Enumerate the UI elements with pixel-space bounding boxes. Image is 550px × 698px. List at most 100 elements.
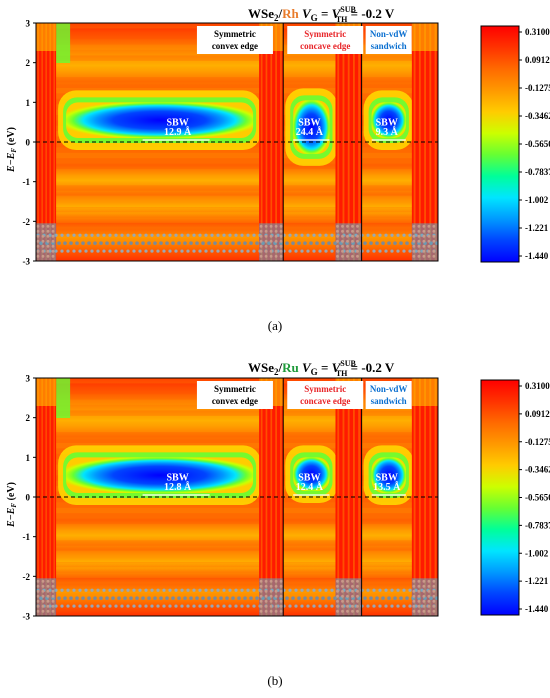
lattice-atom: [324, 588, 328, 592]
lattice-atom: [201, 596, 205, 600]
metal-atom: [279, 594, 283, 598]
metal-atom: [417, 589, 421, 593]
electrode-stripe: [41, 378, 43, 616]
heatmap-stripe: [36, 432, 438, 438]
metal-atom: [36, 239, 40, 243]
sbw-width-value: 12.4 Å: [296, 481, 324, 493]
lattice-atom: [237, 596, 241, 600]
lattice-atom: [366, 604, 370, 608]
metal-atom: [336, 594, 339, 598]
metal-atom: [46, 609, 50, 613]
heatmap-stripe: [36, 551, 438, 557]
metal-atom: [341, 239, 344, 243]
metal-atom: [422, 234, 426, 238]
metal-atom: [269, 254, 273, 258]
lattice-atom: [300, 233, 304, 237]
metal-atom: [279, 234, 283, 238]
metal-atom: [41, 609, 45, 613]
metal-atom: [422, 239, 426, 243]
metal-atom: [341, 589, 344, 593]
lattice-atom: [177, 241, 181, 245]
lattice-atom: [396, 604, 400, 608]
metal-atom: [279, 579, 283, 583]
metal-atom: [274, 254, 278, 258]
lattice-atom: [162, 588, 166, 592]
metal-atom: [264, 224, 268, 228]
lattice-atom: [162, 233, 166, 237]
lattice-atom: [231, 241, 235, 245]
lattice-atom: [102, 249, 106, 253]
metal-atom: [356, 234, 359, 238]
metal-atom: [351, 594, 354, 598]
metal-atom: [417, 594, 421, 598]
electrode-stripe: [265, 378, 268, 616]
lattice-atom: [186, 249, 190, 253]
metal-atom: [259, 249, 263, 253]
lattice-atom: [120, 588, 124, 592]
electrode-stripe: [270, 23, 273, 261]
lattice-atom: [63, 241, 67, 245]
metal-atom: [274, 224, 278, 228]
lattice-atom: [399, 241, 403, 245]
metal-atom: [412, 599, 416, 603]
lattice-atom: [219, 596, 223, 600]
lattice-atom: [306, 249, 310, 253]
lattice-atom: [222, 249, 226, 253]
metal-atom: [336, 239, 339, 243]
lattice-atom: [153, 241, 157, 245]
metal-atom: [422, 584, 426, 588]
lattice-atom: [330, 604, 334, 608]
lattice-atom: [222, 604, 226, 608]
lattice-atom: [96, 249, 100, 253]
lattice-atom: [249, 241, 253, 245]
lattice-atom: [219, 241, 223, 245]
metal-atom: [417, 244, 421, 248]
metal-atom: [422, 229, 426, 233]
lattice-atom: [324, 249, 328, 253]
metal-atom: [264, 589, 268, 593]
lattice-atom: [114, 249, 118, 253]
metal-atom: [417, 599, 421, 603]
y-tick-label: 2: [26, 413, 31, 423]
lattice-atom: [87, 241, 91, 245]
metal-atom: [259, 609, 263, 613]
lattice-atom: [162, 249, 166, 253]
region-label-text: Symmetric: [214, 384, 256, 394]
metal-atom: [259, 239, 263, 243]
metal-atom: [274, 589, 278, 593]
lattice-atom: [387, 596, 391, 600]
metal-atom: [41, 589, 45, 593]
y-tick-label: 3: [26, 374, 31, 384]
lattice-atom: [309, 241, 313, 245]
region-label-box: Symmetric concave edge: [287, 381, 364, 409]
lattice-atom: [216, 604, 220, 608]
metal-atom: [412, 609, 416, 613]
lattice-atom: [366, 233, 370, 237]
lattice-atom: [330, 233, 334, 237]
lattice-atom: [384, 604, 388, 608]
metal-atom: [427, 589, 431, 593]
metal-atom: [351, 234, 354, 238]
lattice-atom: [162, 604, 166, 608]
metal-atom: [422, 224, 426, 228]
lattice-atom: [252, 249, 256, 253]
lattice-atom: [210, 588, 214, 592]
metal-atom: [264, 234, 268, 238]
metal-atom: [346, 249, 349, 253]
lattice-atom: [288, 588, 292, 592]
metal-atom: [417, 224, 421, 228]
colorbar-tick-label: -1.002: [525, 548, 549, 558]
lattice-atom: [396, 233, 400, 237]
metal-atom: [264, 579, 268, 583]
metal-atom: [41, 254, 45, 258]
metal-atom: [51, 244, 55, 248]
lattice-atom: [216, 249, 220, 253]
lattice-atom: [96, 604, 100, 608]
metal-atom: [269, 229, 273, 233]
metal-atom: [46, 594, 50, 598]
lattice-atom: [159, 596, 163, 600]
metal-atom: [346, 584, 349, 588]
schottky-well: [293, 457, 330, 492]
metal-atom: [336, 254, 339, 258]
metal-atom: [427, 234, 431, 238]
